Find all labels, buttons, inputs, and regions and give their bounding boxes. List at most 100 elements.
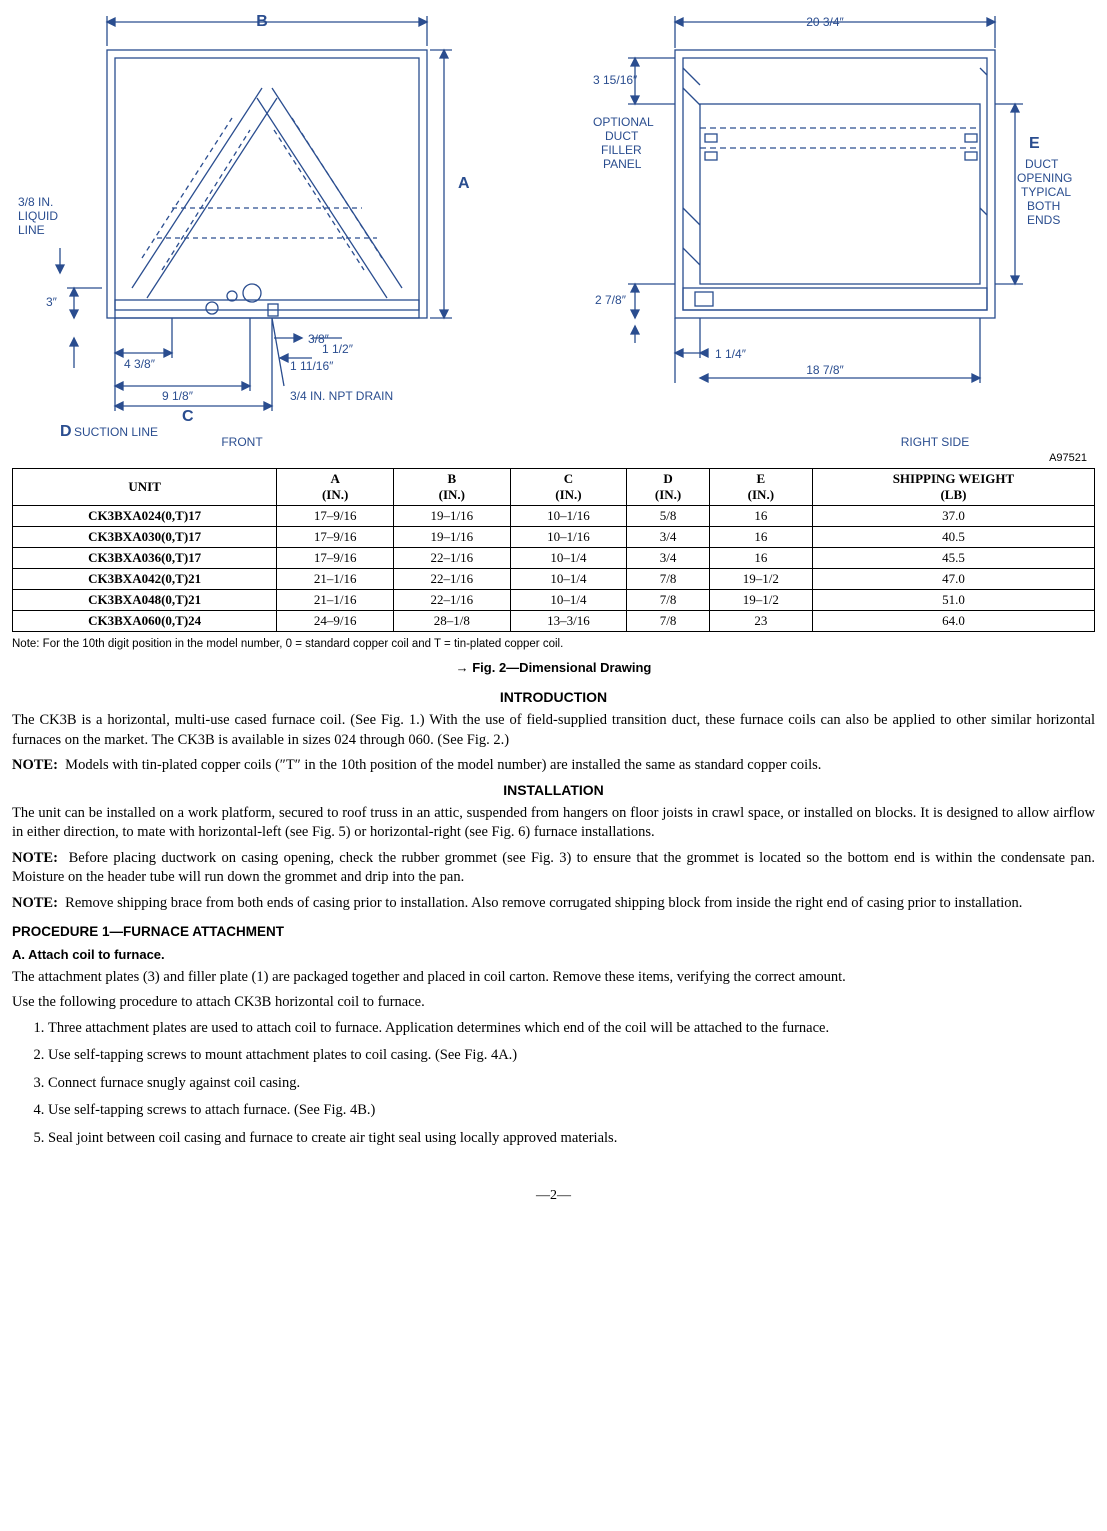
procedure-1-heading: PROCEDURE 1—FURNACE ATTACHMENT: [12, 924, 1095, 939]
dim-2-7-8: 2 7/8″: [595, 293, 627, 307]
liquid-line-label-3: LINE: [18, 223, 45, 237]
table-header: D(IN.): [627, 469, 710, 506]
figure-caption: → Fig. 2—Dimensional Drawing: [12, 660, 1095, 675]
procedure-steps: Three attachment plates are used to atta…: [48, 1019, 1095, 1149]
table-cell: 51.0: [812, 590, 1094, 611]
table-cell: 24–9/16: [277, 611, 394, 632]
table-cell: 10–1/16: [510, 506, 627, 527]
dim-e-label: E: [1029, 135, 1040, 152]
note-label: NOTE:: [12, 895, 58, 911]
duct-5: ENDS: [1027, 213, 1060, 227]
table-cell: CK3BXA024(0,T)17: [13, 506, 277, 527]
page-number: —2—: [12, 1188, 1095, 1204]
proc1-paragraph-1: The attachment plates (3) and filler pla…: [12, 968, 1095, 988]
table-header: A(IN.): [277, 469, 394, 506]
list-item: Use self-tapping screws to mount attachm…: [48, 1046, 1095, 1066]
duct-3: TYPICAL: [1021, 185, 1071, 199]
table-cell: 10–1/16: [510, 527, 627, 548]
table-cell: 17–9/16: [277, 548, 394, 569]
dim-a-label: A: [458, 175, 470, 192]
table-cell: 13–3/16: [510, 611, 627, 632]
dim-3in: 3″: [46, 295, 58, 309]
front-label: FRONT: [221, 435, 263, 448]
liquid-line-label-2: LIQUID: [18, 209, 58, 223]
table-row: CK3BXA036(0,T)1717–9/1622–1/1610–1/43/41…: [13, 548, 1095, 569]
right-side-label: RIGHT SIDE: [901, 435, 969, 448]
table-cell: 3/4: [627, 527, 710, 548]
install-note-2: NOTE: Remove shipping brace from both en…: [12, 894, 1095, 914]
intro-note: NOTE: Models with tin-plated copper coil…: [12, 756, 1095, 776]
table-note: Note: For the 10th digit position in the…: [12, 638, 1095, 650]
optional-2: DUCT: [605, 129, 639, 143]
dim-c-label: C: [182, 408, 194, 425]
note-label: NOTE:: [12, 757, 58, 773]
table-cell: 47.0: [812, 569, 1094, 590]
table-cell: 19–1/2: [709, 569, 812, 590]
dim-18-7-8: 18 7/8″: [806, 363, 844, 377]
table-header: B(IN.): [393, 469, 510, 506]
table-cell: 22–1/16: [393, 569, 510, 590]
table-cell: 3/4: [627, 548, 710, 569]
table-cell: 19–1/16: [393, 506, 510, 527]
table-cell: 28–1/8: [393, 611, 510, 632]
dim-1-1-4: 1 1/4″: [715, 347, 747, 361]
dim-1-1-2: 1 1/2″: [322, 342, 354, 356]
list-item: Three attachment plates are used to atta…: [48, 1019, 1095, 1039]
drain-label: 3/4 IN. NPT DRAIN: [290, 389, 393, 403]
dim-1-11-16: 1 11/16″: [290, 359, 334, 373]
table-cell: 7/8: [627, 611, 710, 632]
dimensions-table: UNITA(IN.)B(IN.)C(IN.)D(IN.)E(IN.)SHIPPI…: [12, 468, 1095, 632]
table-row: CK3BXA048(0,T)2121–1/1622–1/1610–1/47/81…: [13, 590, 1095, 611]
optional-4: PANEL: [603, 157, 642, 171]
liquid-line-label-1: 3/8 IN.: [18, 195, 53, 209]
table-cell: 17–9/16: [277, 527, 394, 548]
note-label: NOTE:: [12, 850, 58, 866]
table-header: UNIT: [13, 469, 277, 506]
table-cell: CK3BXA042(0,T)21: [13, 569, 277, 590]
table-cell: CK3BXA060(0,T)24: [13, 611, 277, 632]
table-cell: 16: [709, 548, 812, 569]
duct-4: BOTH: [1027, 199, 1060, 213]
table-cell: 21–1/16: [277, 590, 394, 611]
intro-note-text: Models with tin-plated copper coils (″T″…: [65, 757, 821, 773]
dim-9-1-8: 9 1/8″: [162, 389, 194, 403]
table-cell: 16: [709, 506, 812, 527]
optional-1: OPTIONAL: [593, 115, 654, 129]
list-item: Connect furnace snugly against coil casi…: [48, 1074, 1095, 1094]
figure-reference: A97521: [12, 452, 1087, 464]
dim-20-3-4: 20 3/4″: [806, 15, 844, 29]
dim-3-15-16: 3 15/16″: [593, 73, 638, 87]
install-paragraph-1: The unit can be installed on a work plat…: [12, 804, 1095, 843]
intro-paragraph-1: The CK3B is a horizontal, multi-use case…: [12, 711, 1095, 750]
table-cell: 23: [709, 611, 812, 632]
install-note-1: NOTE: Before placing ductwork on casing …: [12, 849, 1095, 888]
table-row: CK3BXA030(0,T)1717–9/1619–1/1610–1/163/4…: [13, 527, 1095, 548]
table-header: C(IN.): [510, 469, 627, 506]
table-cell: CK3BXA036(0,T)17: [13, 548, 277, 569]
table-cell: CK3BXA030(0,T)17: [13, 527, 277, 548]
table-header: E(IN.): [709, 469, 812, 506]
table-row: CK3BXA060(0,T)2424–9/1628–1/813–3/167/82…: [13, 611, 1095, 632]
table-cell: CK3BXA048(0,T)21: [13, 590, 277, 611]
table-cell: 7/8: [627, 569, 710, 590]
table-cell: 40.5: [812, 527, 1094, 548]
table-row: CK3BXA042(0,T)2121–1/1622–1/1610–1/47/81…: [13, 569, 1095, 590]
optional-3: FILLER: [601, 143, 642, 157]
table-cell: 7/8: [627, 590, 710, 611]
install-note-2-text: Remove shipping brace from both ends of …: [65, 895, 1022, 911]
table-cell: 19–1/2: [709, 590, 812, 611]
table-cell: 17–9/16: [277, 506, 394, 527]
suction-line-label: SUCTION LINE: [74, 425, 158, 439]
dim-d-label: D: [60, 423, 72, 440]
right-side-diagram: 20 3/4″ 3 15/16″ OPTIONAL DUCT FILLER PA…: [555, 8, 1095, 448]
table-cell: 5/8: [627, 506, 710, 527]
dim-4-3-8: 4 3/8″: [124, 357, 156, 371]
table-row: CK3BXA024(0,T)1717–9/1619–1/1610–1/165/8…: [13, 506, 1095, 527]
installation-heading: INSTALLATION: [12, 782, 1095, 798]
duct-2: OPENING: [1017, 171, 1072, 185]
list-item: Use self-tapping screws to attach furnac…: [48, 1101, 1095, 1121]
front-view-diagram: B A 3/8 IN. LIQUID LINE 3″ 4 3/8″ 9 1/8″…: [12, 8, 535, 448]
table-cell: 10–1/4: [510, 590, 627, 611]
dim-b-label: B: [256, 13, 268, 30]
table-cell: 21–1/16: [277, 569, 394, 590]
